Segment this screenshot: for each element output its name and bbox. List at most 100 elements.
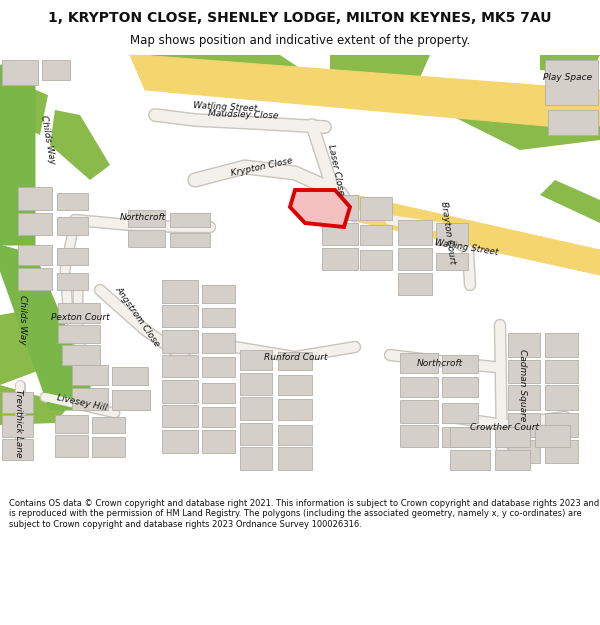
Bar xyxy=(202,383,235,403)
Bar xyxy=(545,440,578,463)
Bar xyxy=(240,397,272,420)
Bar xyxy=(0,492,600,493)
Polygon shape xyxy=(450,85,600,150)
Text: Maudsley Close: Maudsley Close xyxy=(208,109,278,121)
Text: Trevithick Lane: Trevithick Lane xyxy=(13,389,23,458)
Polygon shape xyxy=(0,75,48,135)
Bar xyxy=(240,423,272,445)
Bar xyxy=(322,195,358,220)
Bar xyxy=(450,450,490,470)
Bar xyxy=(278,447,312,470)
Bar xyxy=(398,273,432,295)
Bar xyxy=(92,417,125,433)
Bar xyxy=(240,350,272,370)
Bar xyxy=(436,253,468,270)
Text: Angstrom Close: Angstrom Close xyxy=(114,285,162,349)
Bar xyxy=(436,223,468,245)
Bar xyxy=(170,233,210,247)
Polygon shape xyxy=(540,180,600,223)
Bar xyxy=(442,355,478,373)
Text: Crowther Court: Crowther Court xyxy=(470,422,539,431)
Bar xyxy=(508,440,540,463)
Bar xyxy=(92,437,125,457)
Bar xyxy=(55,435,88,457)
Bar xyxy=(18,213,52,235)
Bar xyxy=(2,439,33,460)
Bar xyxy=(400,400,438,423)
Bar xyxy=(495,427,530,447)
Bar xyxy=(240,373,272,395)
Text: Play Space: Play Space xyxy=(544,72,593,81)
Bar xyxy=(42,60,70,80)
Bar xyxy=(548,110,598,135)
Bar xyxy=(202,407,235,427)
Polygon shape xyxy=(0,245,90,410)
Bar xyxy=(202,285,235,303)
Bar xyxy=(508,385,540,410)
Bar xyxy=(202,357,235,377)
Bar xyxy=(400,377,438,397)
Text: Laser Close: Laser Close xyxy=(326,144,346,196)
Bar xyxy=(508,413,540,437)
Bar xyxy=(202,333,235,353)
Bar xyxy=(2,60,38,85)
Bar xyxy=(398,220,432,245)
Bar xyxy=(450,427,490,447)
Bar xyxy=(58,325,100,343)
Text: Watling Street: Watling Street xyxy=(193,101,257,113)
Polygon shape xyxy=(130,55,600,130)
Bar xyxy=(360,197,392,220)
Bar xyxy=(278,399,312,420)
Bar xyxy=(278,375,312,395)
Text: 1, KRYPTON CLOSE, SHENLEY LODGE, MILTON KEYNES, MK5 7AU: 1, KRYPTON CLOSE, SHENLEY LODGE, MILTON … xyxy=(48,11,552,25)
Polygon shape xyxy=(350,195,600,275)
Polygon shape xyxy=(150,55,310,95)
Bar xyxy=(57,217,88,235)
Bar xyxy=(360,225,392,245)
Bar xyxy=(400,425,438,447)
Text: Contains OS data © Crown copyright and database right 2021. This information is : Contains OS data © Crown copyright and d… xyxy=(9,499,599,529)
Bar xyxy=(442,427,478,447)
Bar xyxy=(57,273,88,290)
Bar xyxy=(442,377,478,397)
Bar xyxy=(162,305,198,327)
Bar xyxy=(62,345,100,365)
Text: Map shows position and indicative extent of the property.: Map shows position and indicative extent… xyxy=(130,34,470,47)
Text: Pexton Court: Pexton Court xyxy=(50,312,109,321)
Bar xyxy=(18,245,52,265)
Bar xyxy=(322,223,358,245)
Polygon shape xyxy=(540,55,600,75)
Text: Childs Way: Childs Way xyxy=(17,295,26,345)
Text: Brayton Court: Brayton Court xyxy=(439,201,457,265)
Bar xyxy=(128,210,165,227)
Bar xyxy=(508,360,540,383)
Bar xyxy=(442,403,478,423)
Bar xyxy=(545,385,578,410)
Bar xyxy=(162,405,198,427)
Bar xyxy=(322,248,358,270)
Polygon shape xyxy=(50,110,110,180)
Text: Childs Way: Childs Way xyxy=(39,115,57,165)
Bar xyxy=(545,413,578,437)
Polygon shape xyxy=(0,65,35,245)
Bar xyxy=(202,430,235,453)
Text: Watling Street: Watling Street xyxy=(434,239,499,258)
Bar xyxy=(162,355,198,377)
Text: Runford Court: Runford Court xyxy=(264,352,328,361)
Bar xyxy=(162,330,198,353)
Bar xyxy=(55,415,88,433)
Text: Northcroft: Northcroft xyxy=(120,213,166,221)
Bar xyxy=(170,213,210,227)
Bar xyxy=(57,193,88,210)
Bar xyxy=(2,392,33,413)
Bar xyxy=(545,333,578,357)
Bar xyxy=(18,268,52,290)
Text: Northcroft: Northcroft xyxy=(417,359,463,368)
Bar xyxy=(72,388,108,410)
Bar xyxy=(2,415,33,437)
Bar xyxy=(400,353,438,373)
Bar xyxy=(202,308,235,327)
Bar xyxy=(112,390,150,410)
Bar xyxy=(162,380,198,403)
Bar xyxy=(58,303,100,323)
